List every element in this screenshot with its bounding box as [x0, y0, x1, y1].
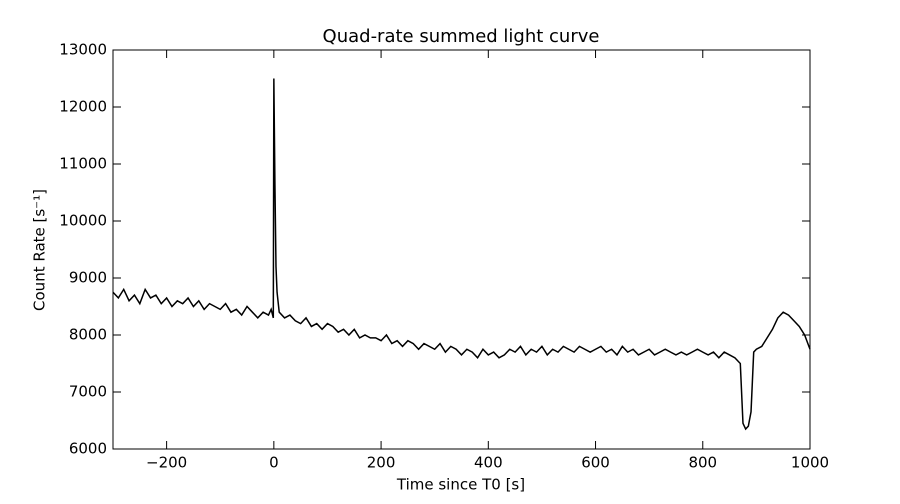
x-tick-label: 800 [688, 454, 717, 472]
x-tick-label: 400 [474, 454, 503, 472]
x-tick-label: −200 [146, 454, 187, 472]
plot-frame [112, 49, 811, 450]
x-tick-label: 1000 [791, 454, 829, 472]
y-tick-label: 6000 [69, 440, 107, 458]
y-tick-label: 8000 [69, 326, 107, 344]
y-tick-label: 7000 [69, 383, 107, 401]
y-tick-label: 10000 [59, 212, 107, 230]
x-tick-label: 600 [581, 454, 610, 472]
chart-title: Quad-rate summed light curve [323, 26, 600, 47]
y-tick-label: 9000 [69, 269, 107, 287]
light-curve [112, 78, 811, 431]
y-tick-label: 12000 [59, 98, 107, 116]
x-tick-label: 200 [367, 454, 396, 472]
y-axis-label: Count Rate [s⁻¹] [31, 189, 49, 311]
x-tick-label: 0 [269, 454, 279, 472]
y-tick-label: 11000 [59, 155, 107, 173]
x-axis-label: Time since T0 [s] [396, 476, 525, 494]
y-tick-label: 13000 [59, 41, 107, 59]
